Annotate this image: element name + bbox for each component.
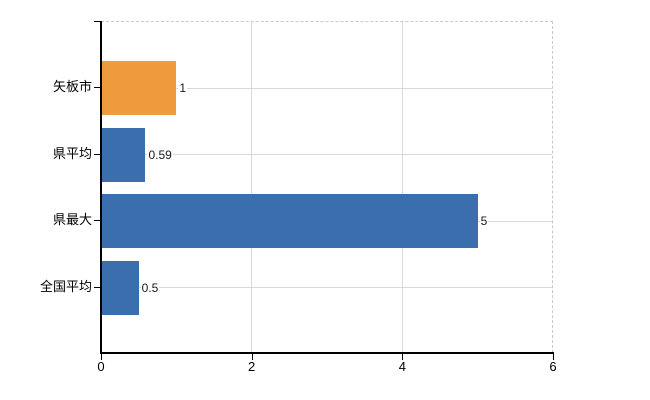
- y-axis-line: [100, 21, 102, 353]
- horizontal-gridline: [101, 87, 552, 89]
- bar-default: [101, 194, 478, 249]
- bar-default: [101, 260, 139, 315]
- value-label: 1: [178, 80, 188, 97]
- x-axis-tick: [101, 354, 102, 360]
- x-axis-tick: [251, 354, 253, 360]
- x-tick-label: 2: [248, 359, 256, 374]
- x-tick-label: 4: [398, 359, 406, 374]
- y-axis-tick: [94, 87, 101, 89]
- vertical-gridline: [251, 22, 253, 353]
- x-tick-label: 0: [97, 359, 105, 374]
- x-axis-tick: [402, 354, 404, 360]
- y-axis-tick: [94, 286, 101, 288]
- horizontal-gridline: [101, 287, 552, 289]
- value-label: 0.59: [147, 146, 173, 163]
- category-label: 矢板市: [52, 79, 92, 95]
- category-label: 県平均: [52, 145, 92, 161]
- horizontal-gridline: [101, 154, 552, 156]
- x-axis-tick: [553, 354, 554, 360]
- bar-highlight: [101, 61, 177, 116]
- x-axis-line: [100, 352, 554, 354]
- bar-default: [101, 127, 146, 182]
- y-axis-tick: [94, 220, 101, 222]
- vertical-gridline: [401, 22, 403, 353]
- category-label: 県最大: [52, 212, 92, 228]
- value-label: 5: [479, 213, 489, 230]
- x-tick-label: 6: [549, 359, 557, 374]
- value-label: 0.5: [140, 279, 160, 296]
- y-axis-tick: [94, 21, 101, 22]
- y-axis-tick: [94, 153, 101, 155]
- category-label: 全国平均: [39, 278, 92, 294]
- plot-area: 1 0.59 5 0.5: [101, 21, 553, 353]
